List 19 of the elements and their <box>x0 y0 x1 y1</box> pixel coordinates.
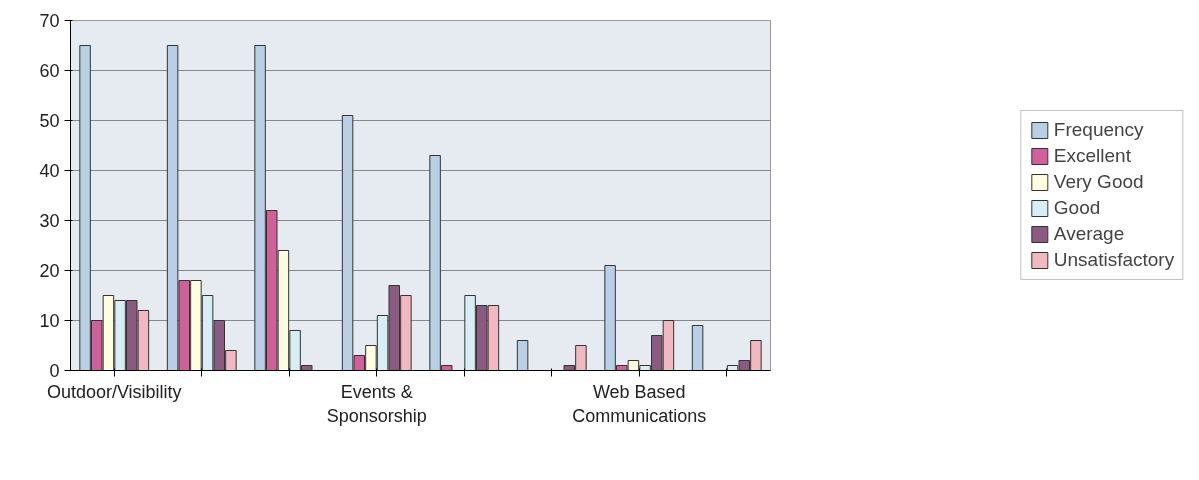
legend-label: Unsatisfactory <box>1053 249 1175 271</box>
legend-label: Average <box>1053 223 1125 245</box>
y-tick-label: 60 <box>39 61 60 81</box>
y-tick-label: 10 <box>39 311 60 331</box>
bar <box>516 340 529 371</box>
x-tick-label: Outdoor/Visibility <box>46 381 182 402</box>
legend-label: Good <box>1053 197 1101 219</box>
y-tick-label: 30 <box>39 211 60 231</box>
x-tick-label: Web Based Communications <box>572 381 707 426</box>
x-tick-label: Events & Sponsorship <box>326 381 427 426</box>
y-tick-label: 50 <box>39 111 60 131</box>
y-tick-label: 70 <box>39 11 60 31</box>
legend-label: Frequency <box>1053 119 1144 141</box>
legend-label: Very Good <box>1053 171 1144 193</box>
y-tick-label: 40 <box>39 161 60 181</box>
bar <box>691 325 704 371</box>
y-tick-label: 0 <box>49 361 60 381</box>
y-tick-label: 20 <box>39 261 60 281</box>
legend-label: Excellent <box>1053 145 1131 167</box>
